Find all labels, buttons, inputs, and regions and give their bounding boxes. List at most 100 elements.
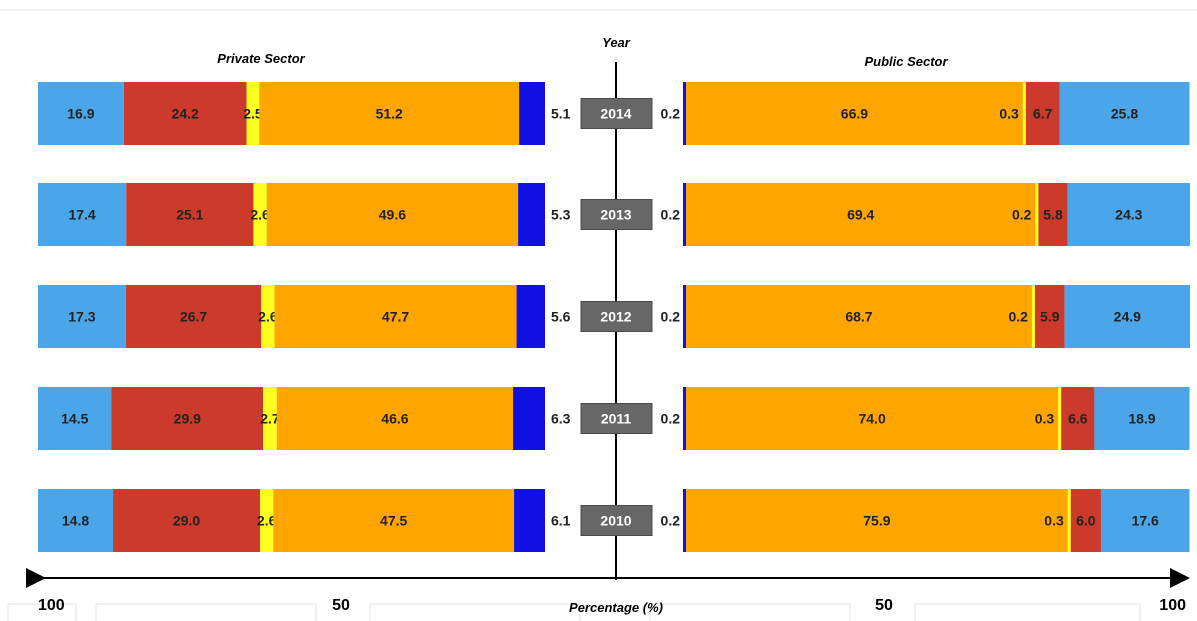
public-label-2010-seg-c: 0.3 — [1044, 513, 1064, 529]
private-label-2012-seg-a: 17.3 — [68, 309, 95, 325]
public-bar-2010-seg-a — [683, 489, 686, 552]
private-bar-2010-seg-c — [260, 489, 274, 552]
private-label-2012-seg-c: 2.6 — [258, 309, 278, 325]
public-bar-2014-seg-b — [686, 82, 1023, 145]
private-bar-2011-seg-a — [38, 387, 112, 450]
private-label-2011-seg-e: 6.3 — [551, 411, 571, 427]
public-label-2011-seg-d: 6.6 — [1068, 411, 1088, 427]
private-bar-2011-seg-e — [513, 387, 545, 450]
private-bar-2014-seg-e — [519, 82, 545, 145]
private-bar-2010-seg-a — [38, 489, 114, 552]
public-bar-2012-seg-e — [1064, 285, 1190, 348]
x-tick-box-1 — [95, 603, 317, 621]
public-bar-2014-seg-c — [1022, 82, 1026, 145]
public-label-2012-seg-b: 68.7 — [845, 309, 872, 325]
public-label-2013-seg-b: 69.4 — [847, 207, 874, 223]
year-label-2012: 2012 — [600, 309, 631, 325]
public-label-2012-seg-e: 24.9 — [1114, 309, 1141, 325]
tick-box-group — [7, 603, 1141, 621]
private-label-2010-seg-c: 2.6 — [257, 513, 277, 529]
public-bar-2010-seg-d — [1070, 489, 1101, 552]
public-label-2011-seg-a: 0.2 — [661, 411, 681, 427]
private-label-2012-seg-b: 26.7 — [180, 309, 207, 325]
year-box-2011 — [580, 403, 653, 434]
public-label-2010-seg-a: 0.2 — [661, 513, 681, 529]
private-label-2011-seg-a: 14.5 — [61, 411, 88, 427]
public-bar-2011-seg-e — [1094, 387, 1190, 450]
year-box-2010 — [580, 505, 653, 536]
private-label-2013-seg-c: 2.6 — [250, 207, 270, 223]
year-box-2012 — [580, 301, 653, 332]
public-bar-2010-seg-c — [1067, 489, 1071, 552]
public-bar-2011-seg-a — [683, 387, 686, 450]
private-label-2014-seg-c: 2.5 — [243, 106, 263, 122]
private-bar-2014-seg-c — [246, 82, 260, 145]
public-label-2010-seg-d: 6.0 — [1076, 513, 1096, 529]
private-bar-2014-seg-d — [259, 82, 520, 145]
public-bar-2011-seg-c — [1058, 387, 1062, 450]
public-label-2013-seg-c: 0.2 — [1012, 207, 1032, 223]
public-label-2013-seg-a: 0.2 — [661, 207, 681, 223]
public-label-2011-seg-b: 74.0 — [858, 411, 885, 427]
private-label-2012-seg-e: 5.6 — [551, 309, 571, 325]
year-label-2010: 2010 — [600, 513, 631, 529]
year-label-2013: 2013 — [600, 207, 631, 223]
public-label-2011-seg-c: 0.3 — [1035, 411, 1055, 427]
public-label-2014-seg-c: 0.3 — [999, 106, 1019, 122]
private-label-2014-seg-a: 16.9 — [67, 106, 94, 122]
private-bar-2012-seg-c — [261, 285, 275, 348]
private-label-2011-seg-b: 29.9 — [174, 411, 201, 427]
private-bar-2012-seg-a — [38, 285, 126, 348]
year-box-2013 — [580, 199, 653, 230]
public-label-2010-seg-b: 75.9 — [863, 513, 890, 529]
public-bar-2014-seg-d — [1025, 82, 1060, 145]
private-label-2014-seg-d: 51.2 — [376, 106, 403, 122]
private-bar-2011-seg-c — [263, 387, 277, 450]
private-bar-2013-seg-a — [38, 183, 127, 246]
private-bar-2010-seg-d — [273, 489, 515, 552]
x-tick-box-2 — [369, 603, 581, 621]
private-bar-2013-seg-d — [266, 183, 519, 246]
public-bar-2011-seg-b — [686, 387, 1059, 450]
private-bar-2013-seg-b — [126, 183, 254, 246]
private-label-2013-seg-d: 49.6 — [379, 207, 406, 223]
public-label-2012-seg-d: 5.9 — [1040, 309, 1060, 325]
public-label-2014-seg-a: 0.2 — [661, 106, 681, 122]
private-bar-2013-seg-e — [518, 183, 545, 246]
private-label-2013-seg-a: 17.4 — [68, 207, 95, 223]
private-label-2014-seg-b: 24.2 — [172, 106, 199, 122]
x-axis-title: Percentage (%) — [569, 600, 663, 615]
private-bar-2011-seg-d — [276, 387, 514, 450]
public-label-2010-seg-e: 17.6 — [1132, 513, 1159, 529]
public-bar-2012-seg-b — [686, 285, 1032, 348]
x-tick-box-3 — [649, 603, 851, 621]
private-bar-2010-seg-e — [514, 489, 545, 552]
public-bar-2013-seg-d — [1038, 183, 1068, 246]
private-bar-2014-seg-b — [123, 82, 247, 145]
x-tick-label-left-100: 100 — [38, 597, 65, 614]
private-label-2012-seg-d: 47.7 — [382, 309, 409, 325]
public-label-2012-seg-a: 0.2 — [661, 309, 681, 325]
private-label-2010-seg-d: 47.5 — [380, 513, 407, 529]
bars-group: 16.9 24.2 2.5 51.2 5.1 0.2 66.9 0.3 6.7 25.8 2014 1… — [38, 82, 1190, 552]
public-bar-2012-seg-a — [683, 285, 686, 348]
private-label-2011-seg-d: 46.6 — [381, 411, 408, 427]
private-label-2013-seg-e: 5.3 — [551, 207, 571, 223]
public-label-2013-seg-e: 24.3 — [1115, 207, 1142, 223]
public-label-2014-seg-e: 25.8 — [1111, 106, 1138, 122]
public-label-2014-seg-b: 66.9 — [841, 106, 868, 122]
public-label-2014-seg-d: 6.7 — [1033, 106, 1053, 122]
public-bar-2013-seg-a — [683, 183, 686, 246]
year-axis-title: Year — [602, 35, 631, 50]
private-bar-2012-seg-d — [274, 285, 517, 348]
public-sector-title: Public Sector — [864, 54, 948, 69]
private-bar-2013-seg-c — [253, 183, 267, 246]
public-label-2012-seg-c: 0.2 — [1008, 309, 1028, 325]
private-label-2011-seg-c: 2.7 — [260, 411, 280, 427]
private-bar-2014-seg-a — [38, 82, 124, 145]
public-bar-2010-seg-b — [686, 489, 1068, 552]
public-bar-2013-seg-b — [686, 183, 1036, 246]
public-bar-2010-seg-e — [1100, 489, 1190, 552]
public-label-2011-seg-e: 18.9 — [1128, 411, 1155, 427]
